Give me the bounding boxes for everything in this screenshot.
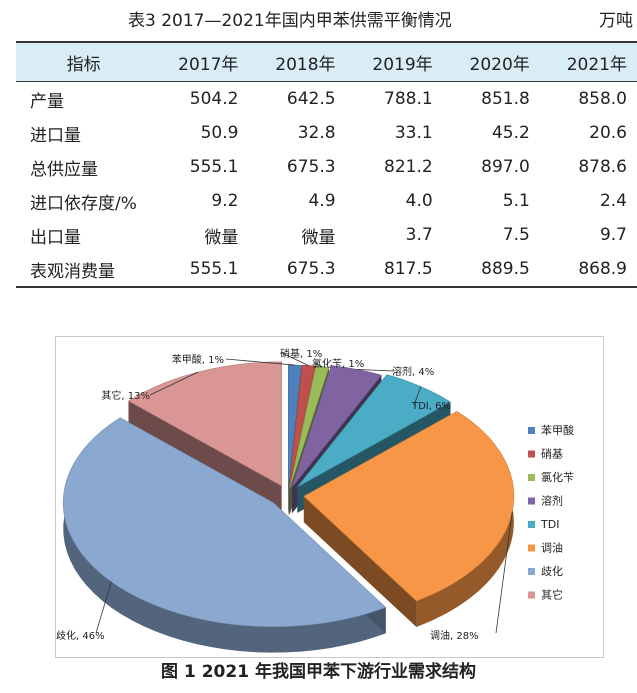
legend-label: 氯化苄: [541, 470, 574, 484]
table-cell: 表观消费量: [16, 252, 152, 288]
table-cell: 675.3: [248, 252, 346, 288]
table-cell: 504.2: [189, 89, 239, 109]
data-label: 溶剂, 4%: [392, 365, 434, 378]
leader-line: [413, 386, 422, 406]
table-cell: 889.5: [442, 252, 540, 288]
figure-caption: 图 1 2021 年我国甲苯下游行业需求结构: [161, 662, 476, 682]
table-cell: 总供应量: [30, 159, 98, 180]
table-row: 进口依存度/% 9.2 4.9 4.0 5.1 2.4: [16, 184, 637, 218]
pie-slice-苯甲酸: [288, 364, 302, 490]
header-cell: 指标: [16, 41, 152, 82]
table-row: 产量 504.2 642.5 788.1 851.8 858.0: [16, 82, 637, 117]
table-cell: 555.1: [189, 157, 239, 177]
table-cell: 4.0: [405, 191, 433, 211]
table-cell: 851.8: [481, 89, 530, 109]
table-cell: 878.6: [578, 157, 627, 177]
pie-slice-氯化苄: [289, 365, 330, 490]
leader-line: [313, 362, 323, 367]
table-cell: 出口量: [30, 227, 81, 248]
pie-slice-溶剂: [291, 365, 382, 488]
table-caption: 表3 2017—2021年国内甲苯供需平衡情况 万吨: [128, 6, 637, 36]
table-header-row: 指标 2017年 2018年 2019年 2020年 2021年: [16, 41, 637, 82]
table-cell: 产量: [30, 91, 64, 112]
table-cell: 821.2: [384, 157, 433, 177]
table-title: 表3 2017—2021年国内甲苯供需平衡情况: [128, 11, 452, 31]
table-row: 出口量 微量 微量 3.7 7.5 9.7: [16, 218, 637, 252]
legend-swatch: [528, 591, 535, 599]
legend-label: 苯甲酸: [541, 423, 574, 437]
legend-swatch: [528, 427, 535, 434]
pie-chart-frame: 苯甲酸, 1% 硝基, 1% 氯化苄, 1% 溶剂, 4% TDI, 6% 调油, 28%…: [55, 336, 604, 658]
table-cell: 858.0: [578, 89, 627, 109]
table-cell: 817.5: [345, 252, 443, 288]
table-row: 进口量 50.9 32.8 33.1 45.2 20.6: [16, 116, 637, 150]
table-cell: 9.2: [211, 191, 239, 211]
table-row: 总供应量 555.1 675.3 821.2 897.0 878.6: [16, 150, 637, 184]
table-cell: 555.1: [151, 252, 249, 288]
leader-line: [495, 511, 513, 634]
data-label: 硝基, 1%: [280, 347, 322, 360]
leader-line: [95, 581, 112, 634]
header-cell: 2017年: [151, 41, 249, 82]
legend-swatch: [528, 474, 535, 481]
table-cell: 7.5: [502, 225, 530, 245]
legend-swatch: [528, 521, 535, 528]
header-cell: 2021年: [539, 41, 637, 82]
table-cell: 微量: [204, 227, 239, 248]
data-label: 苯甲酸, 1%: [172, 353, 224, 366]
legend-label: 溶剂: [541, 494, 563, 508]
legend-swatch: [528, 544, 535, 552]
supply-demand-table: 指标 2017年 2018年 2019年 2020年 2021年 产量 504.…: [16, 41, 637, 288]
legend-swatch: [528, 497, 535, 505]
data-label: 调油, 28%: [430, 629, 479, 642]
table-cell: 50.9: [200, 123, 239, 143]
table-cell: 868.9: [539, 252, 637, 288]
table-row: 表观消费量 555.1 675.3 817.5 889.5 868.9: [16, 252, 637, 288]
data-label: TDI, 6%: [411, 401, 451, 412]
table-unit: 万吨: [599, 11, 633, 31]
table-cell: 45.2: [491, 123, 530, 143]
leader-line: [149, 371, 199, 396]
table-cell: 9.7: [599, 225, 627, 245]
header-cell: 2020年: [442, 41, 540, 82]
leader-line: [281, 352, 309, 366]
pie-slice-歧化: [62, 417, 387, 627]
data-label: 氯化苄, 1%: [312, 357, 364, 370]
legend-label: 硝基: [541, 448, 563, 461]
data-label: 其它, 13%: [101, 389, 150, 402]
pie-slice-其它: [127, 361, 282, 487]
legend-label: 歧化: [541, 564, 563, 578]
table-cell: 33.1: [394, 123, 433, 143]
legend-swatch: [528, 450, 535, 458]
table-cell: 642.5: [286, 89, 336, 109]
table-cell: 微量: [301, 227, 336, 248]
table-cell: 675.3: [286, 157, 336, 177]
table-cell: 4.9: [308, 191, 336, 211]
table-cell: 进口依存度/%: [30, 193, 137, 214]
table-cell: 3.7: [405, 225, 433, 245]
leader-line: [356, 369, 395, 372]
pie-chart: 苯甲酸, 1% 硝基, 1%氯化苄, 1% 溶剂, 4% TDI, 6% 调油, 28%…: [56, 347, 574, 653]
header-cell: 2019年: [345, 41, 443, 82]
table-cell: 897.0: [481, 157, 530, 177]
legend-swatch: [528, 568, 535, 575]
table-cell: 788.1: [384, 89, 433, 109]
table-cell: 20.6: [589, 123, 627, 143]
pie-slice-side: [303, 496, 417, 627]
table-cell: 32.8: [297, 123, 336, 143]
data-label: 歧化, 46%: [56, 629, 105, 642]
legend-label: TDI: [540, 518, 559, 531]
pie-slice-side: [128, 400, 282, 512]
table-cell: 5.1: [502, 191, 530, 211]
legend-label: 调油: [541, 541, 563, 555]
legend-label: 其它: [541, 588, 563, 602]
table-cell: 2.4: [599, 191, 627, 211]
pie-slice-wall: [416, 411, 514, 627]
leader-line: [225, 358, 295, 366]
header-cell: 2018年: [248, 41, 346, 82]
table-cell: 进口量: [30, 125, 81, 146]
